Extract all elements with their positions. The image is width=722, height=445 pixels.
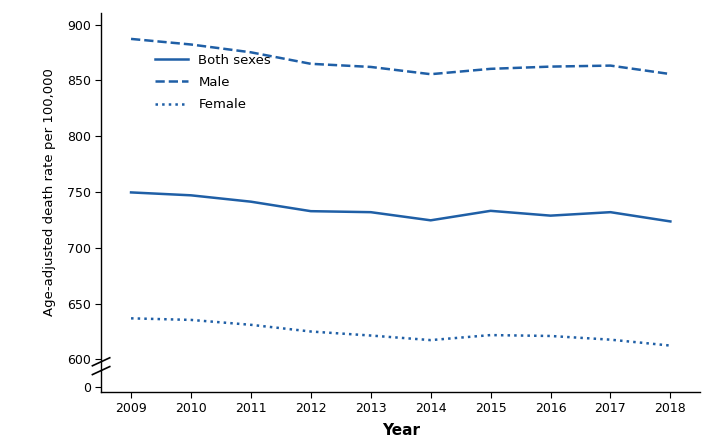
Y-axis label: Age-adjusted death rate per 100,000: Age-adjusted death rate per 100,000 (43, 68, 56, 316)
Legend: Both sexes, Male, Female: Both sexes, Male, Female (149, 49, 277, 117)
X-axis label: Year: Year (382, 423, 419, 438)
